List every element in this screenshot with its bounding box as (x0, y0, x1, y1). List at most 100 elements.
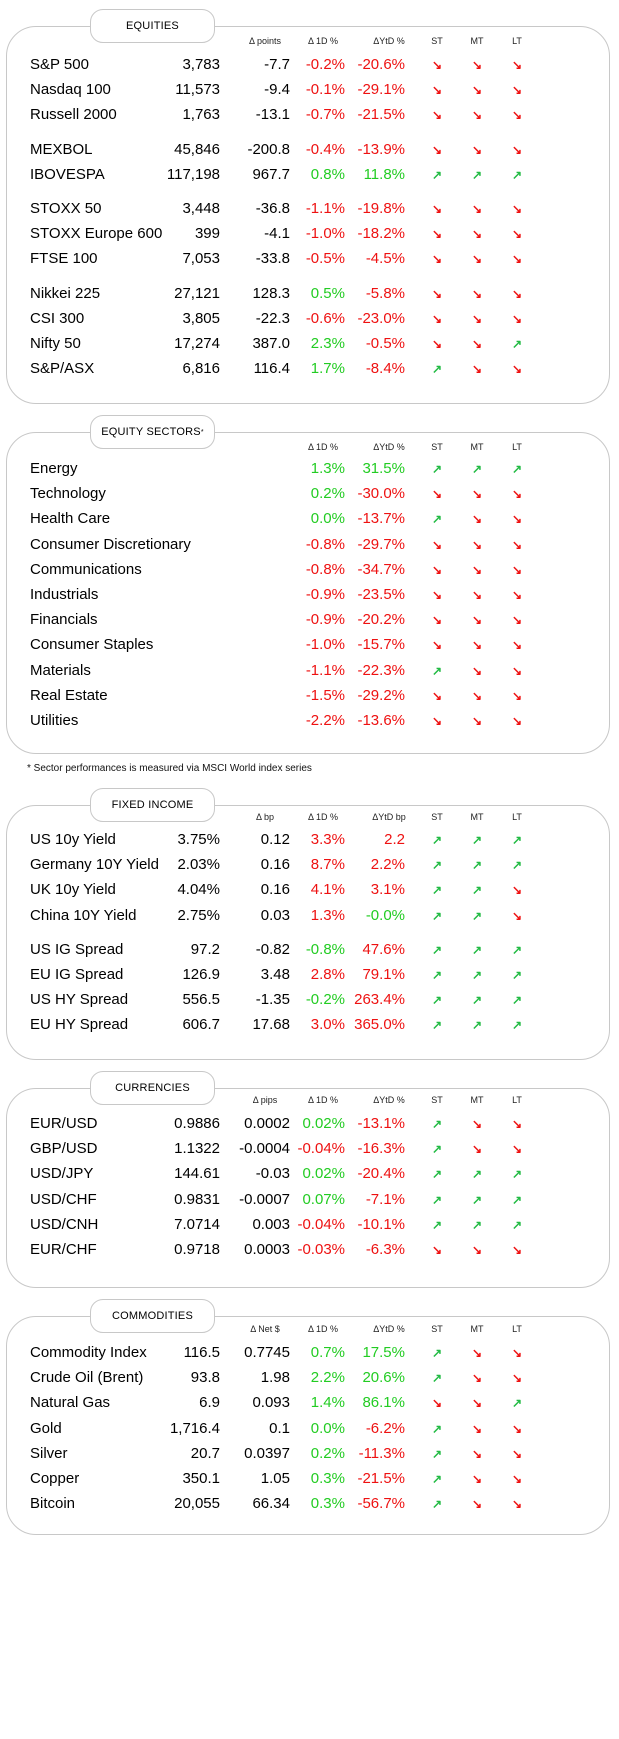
row-ytd: 365.0% (354, 1016, 405, 1034)
row-ytd: -22.3% (357, 661, 405, 679)
row-1d-pct: -0.4% (305, 140, 345, 158)
arrow-up-right-icon: ↗ (511, 833, 523, 847)
row-change: 387.0 (252, 335, 290, 352)
arrow-down-right-icon: ↘ (471, 638, 483, 653)
arrow-down-right-icon: ↘ (511, 883, 523, 898)
arrow-down-right-icon: ↘ (471, 1243, 483, 1257)
row-value: 7.0714 (174, 1215, 220, 1233)
row-change: 0.0003 (244, 1241, 290, 1258)
arrow-down-right-icon: ↘ (431, 1243, 443, 1257)
row-1d-pct: -0.04% (297, 1140, 345, 1158)
column-header-d1: Δ 1D % (307, 36, 339, 46)
row-value: 117,198 (166, 165, 220, 183)
row-1d-pct: -0.2% (305, 991, 345, 1009)
row-1d-pct: -1.0% (305, 636, 345, 654)
column-header-ytd: ΔYtD % (373, 1095, 405, 1105)
row-ytd: -8.4% (365, 360, 405, 378)
row-value: 116.5 (183, 1344, 220, 1361)
table-row: Consumer Discretionary -0.8% -29.7% ↘ ↘ ↘ (7, 532, 609, 558)
arrow-up-right-icon: ↗ (471, 993, 483, 1008)
row-name: S&P/ASX (30, 360, 95, 378)
table-row: Crude Oil (Brent) 93.8 1.98 2.2% 20.6% ↗ ↘ ↘ (7, 1365, 609, 1391)
row-value: 27,121 (174, 284, 220, 302)
row-name: Energy (30, 460, 78, 477)
row-value: 0.9831 (174, 1190, 220, 1208)
row-name: Nasdaq 100 (30, 81, 111, 99)
column-header-st: ST (431, 442, 443, 452)
row-1d-pct: 2.2% (310, 1369, 345, 1387)
row-name: China 10Y Yield (30, 906, 137, 924)
row-value: 3.75% (177, 831, 220, 848)
arrow-down-right-icon: ↘ (471, 1472, 483, 1486)
row-ytd: -13.1% (357, 1115, 405, 1132)
commodities-tab: COMMODITIES (90, 1299, 215, 1333)
row-name: MEXBOL (30, 140, 93, 158)
row-change: -9.4 (264, 81, 290, 99)
fixed-income-tab: FIXED INCOME (90, 788, 215, 822)
row-ytd: -56.7% (357, 1495, 405, 1513)
arrow-up-right-icon: ↗ (431, 1192, 443, 1207)
row-1d-pct: 0.2% (310, 1444, 345, 1462)
row-ytd: -29.2% (357, 686, 405, 704)
row-name: USD/JPY (30, 1165, 94, 1183)
row-1d-pct: -0.7% (305, 106, 345, 124)
arrow-down-right-icon: ↘ (511, 512, 523, 527)
row-ytd: 263.4% (354, 991, 405, 1009)
arrow-up-right-icon: ↗ (511, 942, 523, 957)
arrow-up-right-icon: ↗ (431, 1117, 443, 1131)
arrow-up-right-icon: ↗ (431, 663, 443, 678)
arrow-down-right-icon: ↘ (511, 202, 523, 216)
column-header-mt: MT (470, 36, 484, 46)
arrow-down-right-icon: ↘ (471, 227, 483, 242)
row-value: 93.8 (190, 1369, 220, 1387)
row-value: 126.9 (182, 966, 220, 983)
row-ytd: -21.5% (357, 106, 405, 124)
row-change: -33.8 (255, 250, 290, 268)
row-1d-pct: -0.9% (305, 611, 345, 629)
row-1d-pct: 0.3% (310, 1470, 345, 1487)
row-change: 1.98 (260, 1369, 290, 1387)
row-1d-pct: 0.7% (310, 1344, 345, 1361)
row-name: US HY Spread (30, 991, 129, 1009)
column-header-st: ST (431, 1095, 443, 1105)
arrow-up-right-icon: ↗ (431, 1472, 443, 1486)
row-change: 0.03 (260, 906, 290, 924)
table-row: Commodity Index 116.5 0.7745 0.7% 17.5% ↗ ↘ ↘ (7, 1340, 609, 1366)
row-1d-pct: -0.8% (305, 535, 345, 553)
arrow-down-right-icon: ↘ (511, 83, 523, 98)
equities-title: EQUITIES (126, 20, 179, 32)
row-ytd: -23.0% (357, 309, 405, 327)
table-row: MEXBOL 45,846 -200.8 -0.4% -13.9% ↘ ↘ ↘ (7, 137, 609, 163)
row-name: Financials (30, 611, 98, 629)
arrow-up-right-icon: ↗ (431, 1167, 443, 1182)
arrow-up-right-icon: ↗ (471, 462, 483, 476)
row-change: -4.1 (264, 225, 290, 243)
row-1d-pct: 3.3% (310, 831, 345, 848)
arrow-down-right-icon: ↘ (471, 1446, 483, 1461)
arrow-up-right-icon: ↗ (431, 1371, 443, 1386)
arrow-down-right-icon: ↘ (511, 142, 523, 157)
arrow-down-right-icon: ↘ (511, 1472, 523, 1486)
row-value: 1,763 (182, 106, 220, 124)
arrow-up-right-icon: ↗ (431, 858, 443, 873)
row-ytd: 2.2% (370, 856, 405, 874)
row-ytd: -6.2% (365, 1419, 405, 1437)
row-1d-pct: -0.8% (305, 940, 345, 958)
row-value: 3,805 (182, 309, 220, 327)
row-ytd: -34.7% (357, 560, 405, 578)
row-value: 606.7 (182, 1016, 220, 1034)
sectors-title: EQUITY SECTORS (101, 426, 201, 438)
row-value: 2.75% (177, 906, 220, 924)
arrow-up-right-icon: ↗ (511, 858, 523, 873)
row-value: 6,816 (182, 360, 220, 378)
arrow-up-right-icon: ↗ (511, 1217, 523, 1232)
row-ytd: -5.8% (365, 284, 405, 302)
column-header-d1: Δ 1D % (307, 1095, 339, 1105)
arrow-up-right-icon: ↗ (431, 1018, 443, 1033)
row-change: 0.7745 (244, 1344, 290, 1361)
column-header-chg: Δ bp (255, 812, 275, 822)
row-ytd: 17.5% (362, 1344, 405, 1361)
row-ytd: 11.8% (363, 165, 405, 183)
row-ytd: -20.6% (357, 56, 405, 73)
table-row: Communications -0.8% -34.7% ↘ ↘ ↘ (7, 557, 609, 583)
